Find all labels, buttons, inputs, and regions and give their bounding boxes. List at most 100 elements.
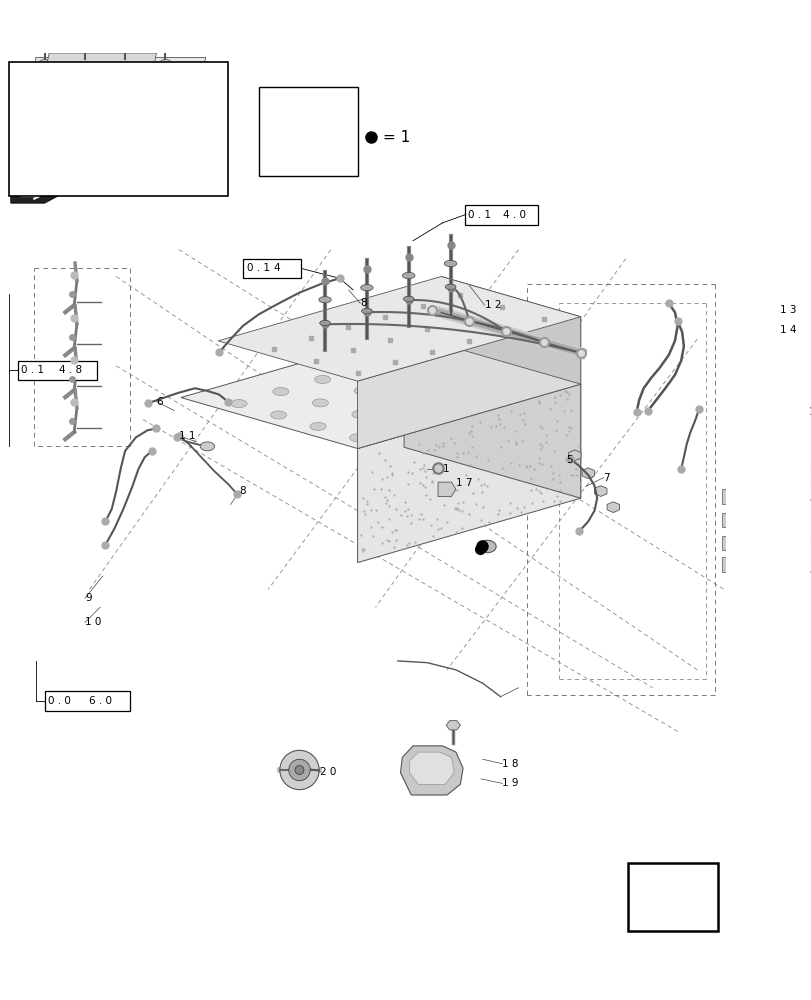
Text: 5: 5 (808, 477, 811, 487)
Text: 4: 4 (808, 495, 811, 505)
Text: 8: 8 (239, 486, 246, 496)
Bar (722, 513, 743, 527)
Ellipse shape (396, 375, 412, 383)
Circle shape (186, 145, 207, 167)
Polygon shape (36, 57, 205, 80)
Polygon shape (437, 482, 455, 496)
Ellipse shape (230, 400, 247, 408)
Polygon shape (357, 384, 580, 563)
Text: 1 0: 1 0 (85, 617, 101, 627)
Text: 6 . 0: 6 . 0 (88, 696, 111, 706)
Polygon shape (607, 502, 619, 513)
Polygon shape (440, 277, 580, 384)
Circle shape (78, 59, 92, 74)
Ellipse shape (517, 385, 532, 394)
Ellipse shape (349, 434, 365, 442)
Text: 8: 8 (360, 298, 367, 308)
Text: 1 5: 1 5 (808, 407, 811, 417)
Polygon shape (11, 189, 58, 203)
Text: 2 0: 2 0 (320, 767, 336, 777)
Polygon shape (568, 450, 581, 461)
Ellipse shape (320, 320, 330, 326)
Text: 0 . 1: 0 . 1 (247, 263, 269, 273)
Ellipse shape (398, 351, 414, 359)
Text: 4 . 0: 4 . 0 (503, 210, 526, 220)
Text: KIT: KIT (294, 139, 312, 149)
Circle shape (177, 136, 216, 175)
Text: 1 7: 1 7 (455, 478, 472, 488)
Text: 4: 4 (273, 263, 280, 273)
Polygon shape (18, 75, 219, 178)
Polygon shape (400, 746, 462, 795)
Ellipse shape (356, 363, 372, 371)
Ellipse shape (315, 375, 330, 383)
Ellipse shape (444, 284, 455, 290)
Text: 0 . 1: 0 . 1 (468, 210, 491, 220)
Ellipse shape (360, 285, 373, 291)
Bar (259, 87, 357, 176)
Polygon shape (45, 53, 157, 75)
Circle shape (280, 750, 319, 790)
Text: 4 . 8: 4 . 8 (59, 365, 82, 375)
Polygon shape (218, 277, 580, 381)
Text: 1 2: 1 2 (484, 300, 500, 310)
Circle shape (289, 759, 310, 781)
Text: 5: 5 (565, 455, 572, 465)
Polygon shape (445, 721, 460, 730)
Ellipse shape (433, 410, 448, 418)
Polygon shape (266, 107, 339, 126)
Ellipse shape (361, 308, 371, 314)
Ellipse shape (474, 398, 491, 406)
Polygon shape (409, 752, 453, 784)
Ellipse shape (437, 363, 453, 371)
Ellipse shape (393, 398, 410, 406)
Text: 1: 1 (442, 464, 448, 474)
Bar (18, 361, 97, 380)
Polygon shape (320, 107, 339, 169)
Circle shape (118, 59, 132, 74)
Ellipse shape (435, 386, 451, 394)
Polygon shape (581, 468, 594, 479)
Polygon shape (266, 126, 320, 169)
Bar (722, 536, 743, 550)
Ellipse shape (310, 422, 326, 430)
Polygon shape (594, 486, 606, 496)
Text: 2: 2 (479, 544, 486, 554)
Ellipse shape (270, 411, 286, 419)
Circle shape (158, 59, 172, 74)
Text: 7: 7 (603, 473, 609, 483)
Text: 1 8: 1 8 (502, 759, 518, 769)
Text: 9: 9 (85, 593, 92, 603)
Bar (722, 557, 743, 572)
Ellipse shape (477, 374, 493, 382)
Text: 0 . 0: 0 . 0 (48, 696, 71, 706)
Text: 1 4: 1 4 (779, 325, 795, 335)
Bar (465, 205, 538, 225)
Ellipse shape (351, 410, 367, 418)
Bar (722, 489, 743, 504)
Text: = 1: = 1 (382, 130, 410, 145)
Circle shape (294, 766, 303, 774)
Polygon shape (14, 102, 18, 147)
Text: KIT: KIT (269, 139, 287, 149)
Ellipse shape (200, 442, 214, 451)
Text: 5: 5 (808, 531, 811, 541)
Polygon shape (404, 333, 580, 498)
Text: 1 1: 1 1 (178, 431, 195, 441)
Text: 1 3: 1 3 (779, 305, 795, 315)
Text: 1 9: 1 9 (502, 778, 518, 788)
Ellipse shape (312, 399, 328, 407)
Ellipse shape (403, 296, 414, 302)
Bar (628, 863, 717, 931)
Bar (242, 259, 301, 278)
Polygon shape (181, 333, 580, 449)
Text: 4: 4 (808, 567, 811, 577)
Ellipse shape (402, 272, 414, 279)
Polygon shape (636, 874, 710, 931)
Ellipse shape (444, 260, 457, 267)
Text: 6: 6 (157, 397, 163, 407)
Text: 3: 3 (808, 459, 811, 469)
Circle shape (37, 59, 52, 74)
Bar (45, 691, 130, 711)
Ellipse shape (319, 297, 331, 303)
